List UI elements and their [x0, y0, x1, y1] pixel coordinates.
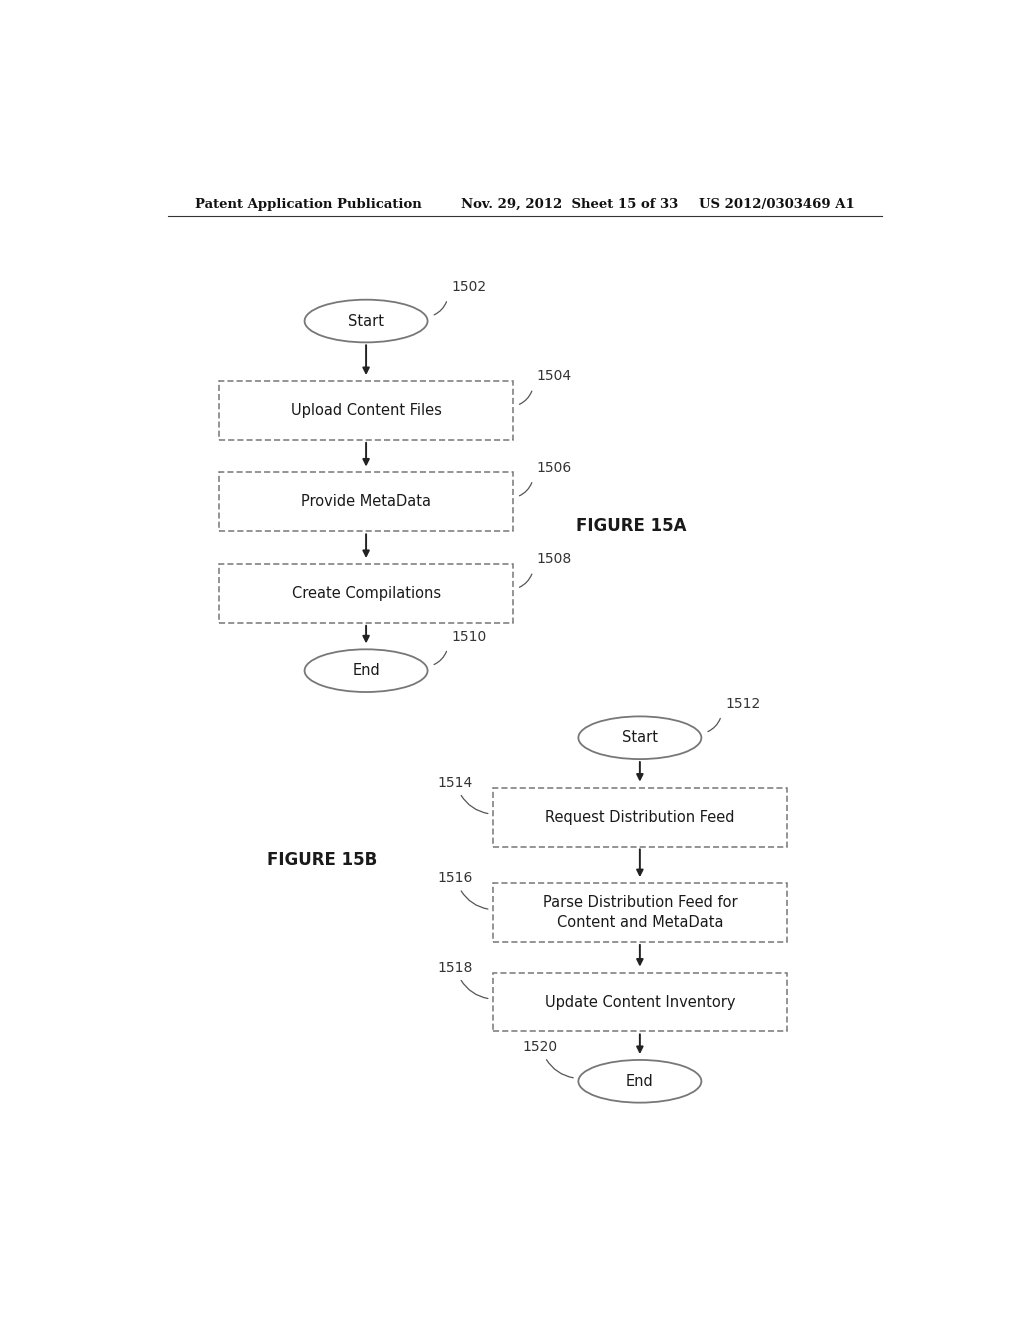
Text: 1508: 1508 — [537, 552, 572, 566]
Text: 1520: 1520 — [523, 1040, 558, 1055]
Bar — [219, 381, 513, 440]
Bar — [494, 973, 786, 1031]
Text: Start: Start — [622, 730, 657, 746]
Text: End: End — [352, 663, 380, 678]
Text: Request Distribution Feed: Request Distribution Feed — [545, 809, 734, 825]
Text: FIGURE 15B: FIGURE 15B — [267, 850, 377, 869]
Text: FIGURE 15A: FIGURE 15A — [577, 517, 687, 536]
Text: Update Content Inventory: Update Content Inventory — [545, 994, 735, 1010]
Text: Patent Application Publication: Patent Application Publication — [196, 198, 422, 211]
Text: 1514: 1514 — [437, 776, 473, 789]
Bar — [219, 564, 513, 623]
Bar — [494, 883, 786, 942]
Text: US 2012/0303469 A1: US 2012/0303469 A1 — [699, 198, 855, 211]
Text: Nov. 29, 2012  Sheet 15 of 33: Nov. 29, 2012 Sheet 15 of 33 — [461, 198, 679, 211]
Text: Create Compilations: Create Compilations — [292, 586, 440, 601]
Bar — [494, 788, 786, 846]
Text: 1506: 1506 — [537, 461, 572, 475]
Text: 1512: 1512 — [725, 697, 761, 710]
Text: 1504: 1504 — [537, 370, 571, 383]
Bar — [219, 473, 513, 532]
Text: 1518: 1518 — [437, 961, 473, 975]
Text: End: End — [626, 1073, 653, 1089]
Text: Parse Distribution Feed for
Content and MetaData: Parse Distribution Feed for Content and … — [543, 895, 737, 931]
Text: Start: Start — [348, 314, 384, 329]
Text: Upload Content Files: Upload Content Files — [291, 403, 441, 418]
Text: Provide MetaData: Provide MetaData — [301, 495, 431, 510]
Text: 1502: 1502 — [452, 280, 486, 294]
Text: 1516: 1516 — [437, 871, 473, 886]
Text: 1510: 1510 — [452, 630, 486, 644]
